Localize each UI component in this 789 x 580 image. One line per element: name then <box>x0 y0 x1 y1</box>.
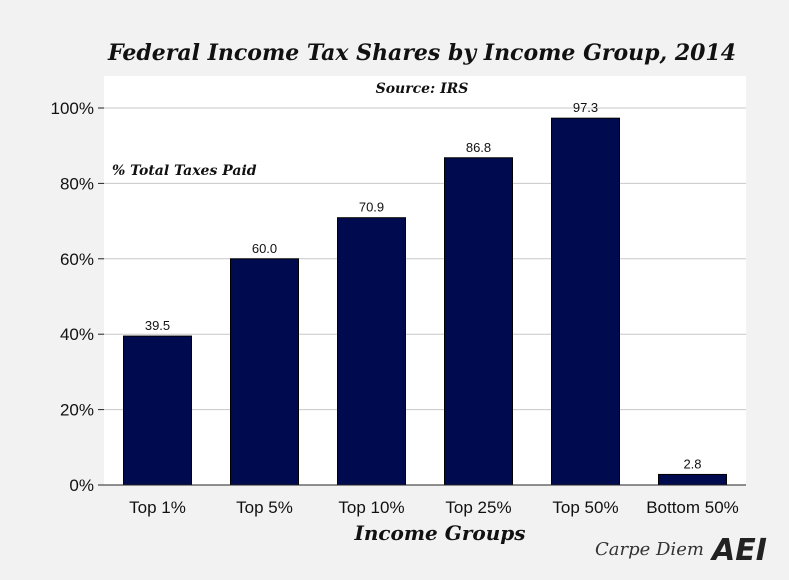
y-tick-label: 0% <box>69 476 94 495</box>
chart-title: Federal Income Tax Shares by Income Grou… <box>107 40 736 66</box>
y-tick-label: 80% <box>60 174 94 193</box>
bar <box>551 117 620 486</box>
chart-annotation: % Total Taxes Paid <box>112 163 257 179</box>
bar <box>230 258 299 486</box>
x-tick-label: Bottom 50% <box>646 498 739 517</box>
data-label: 70.9 <box>359 200 384 215</box>
plot-area <box>104 76 746 485</box>
y-tick-label: 40% <box>60 325 94 344</box>
aei-logo: AEI <box>710 533 767 568</box>
bar <box>444 157 513 486</box>
x-tick-label: Top 50% <box>552 498 618 517</box>
bars-group <box>123 117 727 486</box>
bar <box>658 473 727 486</box>
x-tick-labels: Top 1% Top 5% Top 10% Top 25% Top 50% Bottom … <box>129 498 739 517</box>
data-label: 60.0 <box>252 241 277 256</box>
bar <box>337 217 406 486</box>
x-tick-label: Top 25% <box>445 498 511 517</box>
brand-tagline: Carpe Diem <box>595 539 704 560</box>
y-tick-label: 100% <box>51 99 94 118</box>
data-label: 2.8 <box>683 456 701 471</box>
chart-subtitle: Source: IRS <box>376 81 469 97</box>
gridlines <box>104 107 746 411</box>
x-axis-label: Income Groups <box>353 521 525 545</box>
data-labels-group: 39.5 60.0 70.9 86.8 97.3 2.8 <box>145 100 702 471</box>
y-tick-labels: 0% 20% 40% 60% 80% 100% <box>51 99 104 495</box>
bar <box>123 335 192 486</box>
x-tick-label: Top 5% <box>236 498 293 517</box>
data-label: 97.3 <box>573 100 598 115</box>
y-tick-label: 60% <box>60 250 94 269</box>
data-label: 86.8 <box>466 140 491 155</box>
y-tick-label: 20% <box>60 401 94 420</box>
data-label: 39.5 <box>145 318 170 333</box>
x-tick-label: Top 10% <box>338 498 404 517</box>
x-tick-label: Top 1% <box>129 498 186 517</box>
